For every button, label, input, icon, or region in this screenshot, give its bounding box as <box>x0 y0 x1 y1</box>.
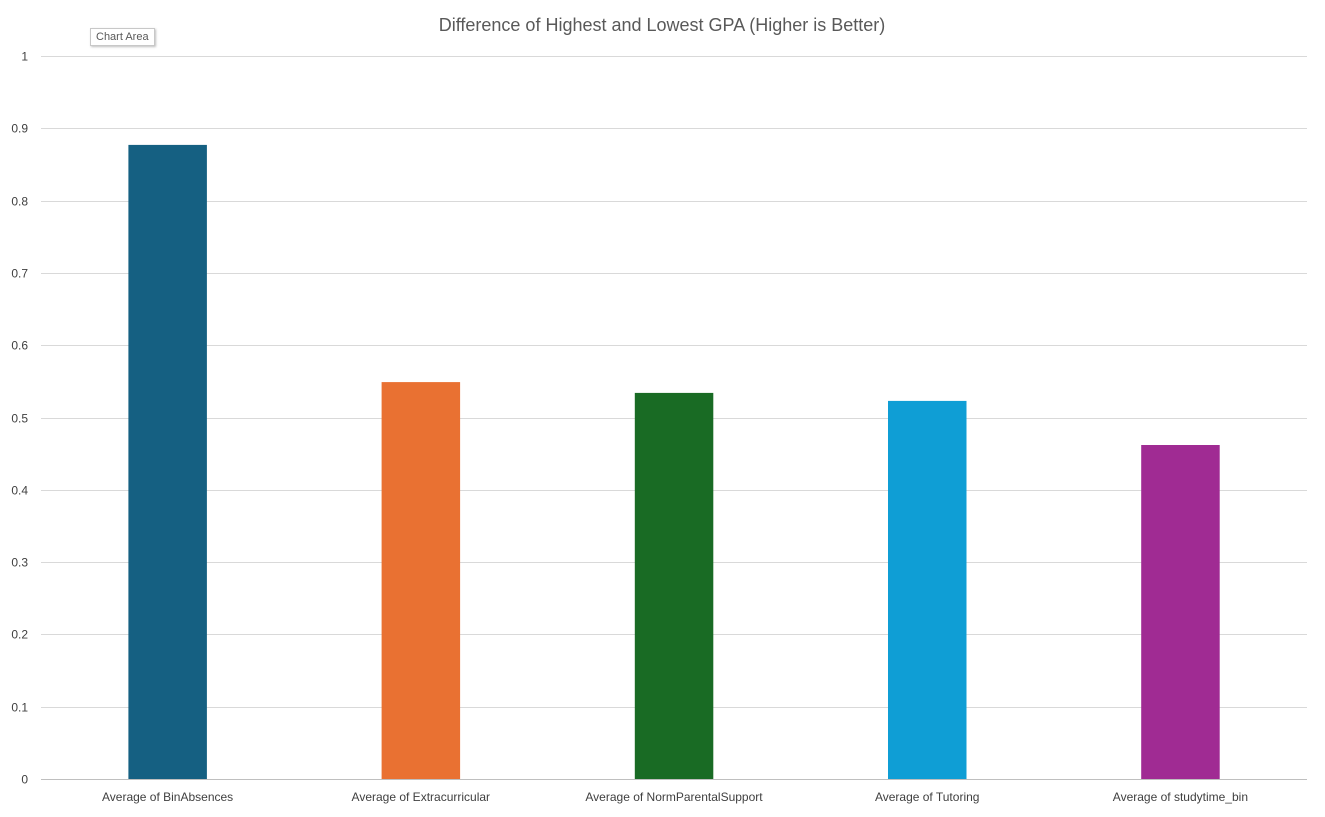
x-axis-category-labels: Average of BinAbsences Average of Extracu… <box>102 790 1248 804</box>
x-category-label: Average of Tutoring <box>875 790 980 804</box>
y-axis-tick-labels: 0 0.1 0.2 0.3 0.4 0.5 0.6 0.7 0.8 0.9 1 <box>11 50 28 787</box>
y-tick-label: 0.4 <box>11 484 28 498</box>
y-tick-label: 0.5 <box>11 412 28 426</box>
y-tick-label: 0.3 <box>11 556 28 570</box>
x-category-label: Average of Extracurricular <box>352 790 491 804</box>
chart-title: Difference of Highest and Lowest GPA (Hi… <box>439 15 886 35</box>
bar[interactable] <box>128 144 207 779</box>
x-category-label: Average of NormParentalSupport <box>585 790 763 804</box>
y-tick-label: 0 <box>21 773 28 787</box>
bar[interactable] <box>888 400 967 779</box>
chart-area-tooltip: Chart Area <box>90 28 155 46</box>
y-tick-label: 0.8 <box>11 195 28 209</box>
bar[interactable] <box>381 382 461 779</box>
y-tick-label: 1 <box>21 50 28 64</box>
y-tick-label: 0.1 <box>11 701 28 715</box>
x-category-label: Average of studytime_bin <box>1113 790 1248 804</box>
y-tick-label: 0.7 <box>11 267 28 281</box>
bars <box>128 144 1220 779</box>
y-tick-label: 0.9 <box>11 122 28 136</box>
y-tick-label: 0.6 <box>11 339 28 353</box>
bar[interactable] <box>634 392 714 779</box>
x-category-label: Average of BinAbsences <box>102 790 233 804</box>
y-tick-label: 0.2 <box>11 628 28 642</box>
bar[interactable] <box>1141 445 1220 779</box>
